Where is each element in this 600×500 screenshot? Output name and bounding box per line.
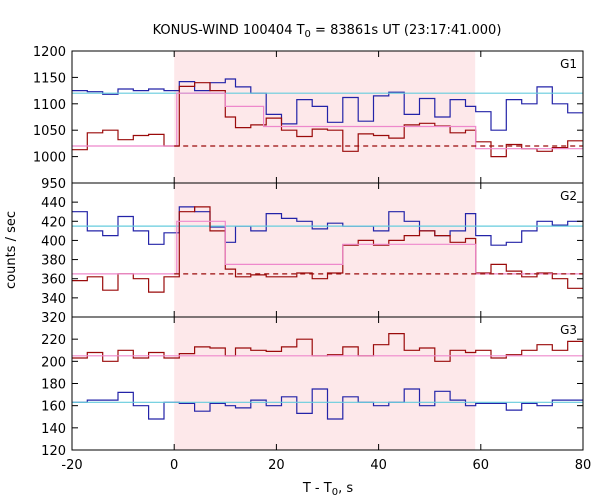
y-tick-label: 950 (41, 177, 66, 192)
shade-layer (174, 51, 476, 450)
panel-g3-series (72, 333, 583, 420)
y-tick-label: 340 (41, 292, 66, 307)
series-g1-dark_red-step-2 (72, 82, 583, 158)
y-tick-label: 1150 (33, 71, 66, 86)
y-tick-label: 400 (41, 234, 66, 249)
xlabel-suffix: , s (338, 481, 353, 496)
panel-g1-series (72, 78, 583, 158)
y-tick-label: 440 (41, 196, 66, 211)
y-tick-label: 160 (41, 400, 66, 415)
series-g3-blue-step-2 (72, 388, 583, 420)
x-tick-label: 60 (473, 458, 490, 473)
xlabel-prefix: T - T (302, 481, 332, 496)
y-tick-label: 120 (41, 444, 66, 459)
x-tick-label: 80 (575, 458, 592, 473)
x-tick-label: 40 (370, 458, 387, 473)
title-suffix: = 83861s UT (23:17:41.000) (311, 23, 501, 38)
panel-label: G2 (560, 189, 577, 203)
panel-label: G3 (560, 323, 577, 337)
chart-title: KONUS-WIND 100404 T0 = 83861s UT (23:17:… (153, 23, 502, 40)
y-axis-title: counts / sec (4, 211, 19, 289)
y-tick-label: 360 (41, 273, 66, 288)
y-tick-label: 420 (41, 215, 66, 230)
x-axis-title: T - T0, s (302, 481, 353, 498)
series-layer (72, 78, 583, 420)
y-tick-label: 320 (41, 311, 66, 326)
text-layer: KONUS-WIND 100404 T0 = 83861s UT (23:17:… (4, 23, 591, 498)
y-tick-label: 1050 (33, 124, 66, 139)
y-tick-label: 140 (41, 422, 66, 437)
frame-layer (71, 50, 584, 451)
panel-label: G1 (560, 57, 577, 71)
panel-g2-series (72, 206, 583, 293)
x-tick-label: 0 (170, 458, 178, 473)
x-tick-label: 20 (268, 458, 285, 473)
shaded-interval (174, 51, 476, 450)
series-g1-blue-step-0 (72, 78, 583, 131)
xlabel-subscript: 0 (332, 487, 338, 498)
y-tick-label: 200 (41, 355, 66, 370)
y-tick-label: 1200 (33, 45, 66, 60)
title-subscript: 0 (305, 29, 311, 40)
series-g2-dark_red-step-2 (72, 206, 583, 293)
y-tick-label: 1100 (33, 98, 66, 113)
series-g2-blue-step-0 (72, 206, 583, 246)
x-tick-label: -20 (61, 458, 82, 473)
y-tick-label: 1000 (33, 151, 66, 166)
title-prefix: KONUS-WIND 100404 T (153, 23, 305, 38)
y-tick-label: 180 (41, 378, 66, 393)
y-tick-label: 380 (41, 254, 66, 269)
y-tick-label: 220 (41, 333, 66, 348)
